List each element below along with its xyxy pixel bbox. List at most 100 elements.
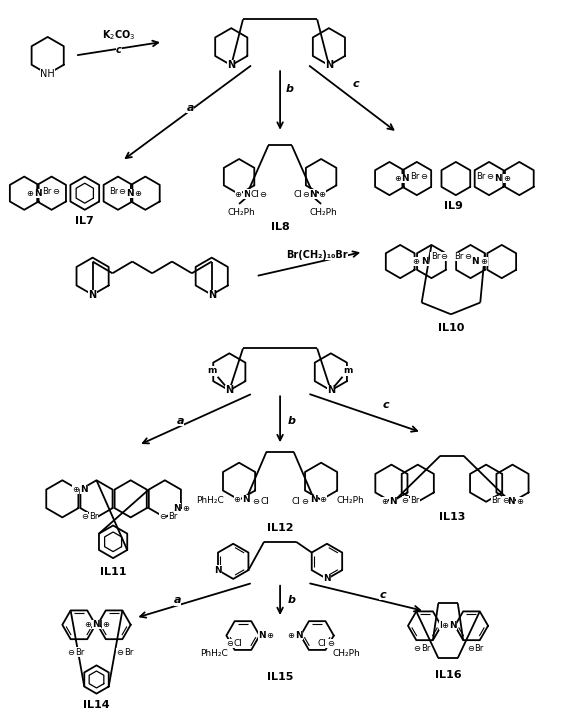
Text: Br: Br: [410, 172, 420, 181]
Text: c: c: [116, 45, 122, 55]
Text: Br: Br: [168, 512, 177, 521]
Text: m: m: [207, 366, 217, 375]
Text: ⊖: ⊖: [52, 187, 59, 196]
Text: b: b: [288, 416, 296, 426]
Text: ⊕: ⊕: [235, 190, 242, 198]
Text: N: N: [126, 188, 133, 198]
Text: ⊕: ⊕: [27, 188, 33, 198]
Text: ⊖: ⊖: [67, 648, 75, 657]
Text: PhH₂C: PhH₂C: [200, 648, 227, 658]
Text: ⊕: ⊕: [102, 620, 109, 629]
Text: N: N: [421, 257, 429, 266]
Text: N: N: [401, 174, 409, 183]
Text: Br: Br: [109, 187, 119, 196]
Text: N: N: [323, 574, 331, 584]
Text: IL7: IL7: [75, 215, 94, 225]
Text: ⊕: ⊕: [72, 485, 79, 494]
Text: Br: Br: [42, 187, 52, 196]
Text: a: a: [177, 416, 184, 426]
Text: ⊖: ⊖: [159, 512, 166, 521]
Text: ⊖: ⊖: [467, 643, 474, 653]
Text: N: N: [507, 497, 514, 506]
Text: ⊖: ⊖: [464, 252, 471, 261]
Text: a: a: [174, 595, 181, 605]
Text: Cl: Cl: [318, 639, 327, 648]
Text: a: a: [187, 103, 194, 113]
Text: ⊕: ⊕: [381, 497, 388, 506]
Text: ⊖: ⊖: [486, 172, 493, 181]
Text: Cl: Cl: [234, 639, 243, 648]
Text: ⊕: ⊕: [319, 190, 325, 198]
Text: m: m: [344, 366, 353, 375]
Text: IL11: IL11: [100, 567, 126, 577]
Text: ⊖: ⊖: [116, 648, 124, 657]
Text: IL14: IL14: [83, 700, 110, 710]
Text: IL8: IL8: [270, 223, 290, 232]
Text: ⊕: ⊕: [481, 257, 488, 266]
Text: ⊖: ⊖: [301, 497, 308, 506]
Text: N: N: [81, 485, 88, 494]
Text: IL9: IL9: [445, 201, 463, 211]
Text: IL12: IL12: [267, 523, 293, 533]
Text: N: N: [439, 621, 447, 630]
Text: N: N: [214, 566, 222, 574]
Text: Br: Br: [421, 643, 430, 653]
Text: N: N: [92, 620, 99, 629]
Text: IL16: IL16: [435, 670, 462, 680]
Text: Cl: Cl: [250, 190, 259, 198]
Text: NH: NH: [40, 69, 55, 79]
Text: ⊕: ⊕: [412, 257, 420, 266]
Text: N: N: [310, 190, 317, 198]
Text: ⊕: ⊕: [393, 174, 401, 183]
Text: N: N: [34, 188, 42, 198]
Text: ⊕: ⊕: [183, 503, 189, 513]
Text: ⊕: ⊕: [234, 496, 240, 504]
Text: N: N: [258, 631, 265, 640]
Text: ⊕: ⊕: [516, 497, 523, 506]
Text: ⊕: ⊕: [134, 188, 141, 198]
Text: ⊖: ⊖: [259, 190, 266, 198]
Text: ⊕: ⊕: [503, 174, 510, 183]
Text: N: N: [295, 631, 302, 640]
Text: Br: Br: [475, 643, 484, 653]
Text: CH₂Ph: CH₂Ph: [337, 496, 364, 506]
Text: N: N: [494, 174, 502, 183]
Text: Br: Br: [75, 648, 84, 657]
Text: PhH₂C: PhH₂C: [196, 496, 223, 506]
Text: Cl: Cl: [291, 497, 300, 506]
Text: Br: Br: [124, 648, 133, 657]
Text: b: b: [286, 84, 294, 94]
Text: N: N: [449, 621, 457, 630]
Text: IL13: IL13: [439, 513, 465, 523]
Text: CH₂Ph: CH₂Ph: [227, 208, 255, 218]
Text: N: N: [325, 60, 333, 70]
Text: ⊖: ⊖: [327, 639, 335, 648]
Text: Cl: Cl: [293, 190, 302, 198]
Text: Br: Br: [476, 172, 486, 181]
Text: N: N: [242, 496, 249, 504]
Text: CH₂Ph: CH₂Ph: [333, 648, 361, 658]
Text: N: N: [243, 190, 251, 198]
Text: Br: Br: [89, 512, 98, 521]
Text: N: N: [208, 290, 216, 300]
Text: ⊕: ⊕: [266, 631, 273, 640]
Text: ⊖: ⊖: [413, 643, 420, 653]
Text: IL10: IL10: [438, 323, 464, 333]
Text: N: N: [227, 60, 235, 70]
Text: ⊕: ⊕: [320, 496, 327, 504]
Text: ⊖: ⊖: [226, 639, 233, 648]
Text: N: N: [94, 620, 101, 629]
Text: b: b: [288, 595, 296, 605]
Text: c: c: [379, 589, 386, 599]
Text: ⊕: ⊕: [442, 621, 448, 630]
Text: ⊕: ⊕: [287, 631, 294, 640]
Text: N: N: [311, 496, 318, 504]
Text: Br: Br: [454, 252, 463, 261]
Text: N: N: [390, 497, 397, 506]
Text: ⊖: ⊖: [502, 496, 509, 506]
Text: ⊖: ⊖: [441, 252, 447, 261]
Text: N: N: [225, 385, 234, 395]
Text: c: c: [382, 400, 389, 410]
Text: K$_2$CO$_3$: K$_2$CO$_3$: [102, 28, 136, 42]
Text: Br: Br: [491, 496, 501, 506]
